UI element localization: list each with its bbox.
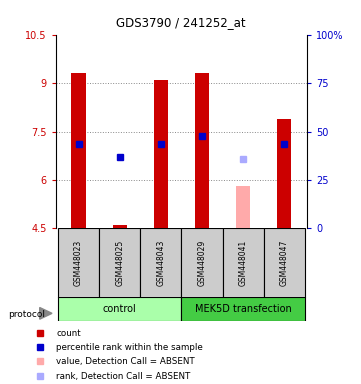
Text: GSM448025: GSM448025 — [115, 240, 124, 286]
Text: protocol: protocol — [8, 310, 45, 319]
Bar — [277, 119, 291, 228]
Bar — [195, 73, 209, 228]
Bar — [99, 228, 140, 298]
Bar — [58, 297, 182, 321]
Polygon shape — [40, 308, 52, 319]
Text: GSM448023: GSM448023 — [74, 240, 83, 286]
Text: GSM448043: GSM448043 — [156, 240, 165, 286]
Text: control: control — [103, 304, 136, 314]
Text: GSM448041: GSM448041 — [239, 240, 248, 286]
Bar — [154, 80, 168, 228]
Text: GSM448047: GSM448047 — [280, 240, 289, 286]
Text: GDS3790 / 241252_at: GDS3790 / 241252_at — [116, 16, 245, 29]
Text: GSM448029: GSM448029 — [197, 240, 206, 286]
Text: value, Detection Call = ABSENT: value, Detection Call = ABSENT — [56, 357, 195, 366]
Bar — [182, 297, 305, 321]
Text: percentile rank within the sample: percentile rank within the sample — [56, 343, 203, 352]
Bar — [71, 73, 86, 228]
Text: count: count — [56, 328, 81, 338]
Bar — [222, 228, 264, 298]
Text: MEK5D transfection: MEK5D transfection — [195, 304, 291, 314]
Bar — [264, 228, 305, 298]
Bar — [140, 228, 182, 298]
Bar — [58, 228, 99, 298]
Bar — [236, 187, 250, 228]
Bar — [113, 225, 127, 228]
Bar — [182, 228, 222, 298]
Text: rank, Detection Call = ABSENT: rank, Detection Call = ABSENT — [56, 371, 191, 381]
